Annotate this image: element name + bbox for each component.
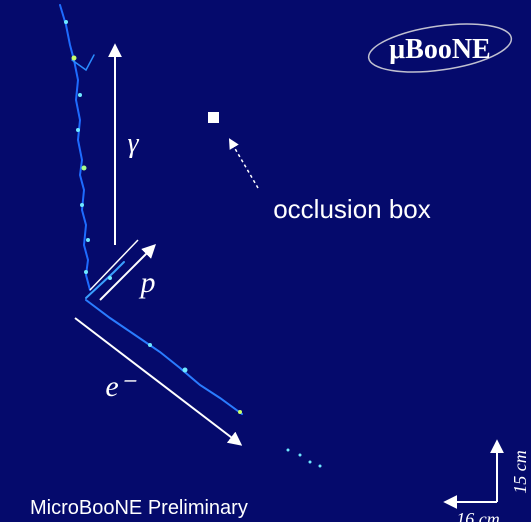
scale-vertical-label: 15 cm [510, 450, 530, 494]
footer: MicroBooNE Preliminary [30, 497, 248, 519]
background [0, 0, 531, 522]
occlusion-box [208, 112, 219, 123]
gamma-label: γ [127, 128, 139, 159]
proton-label: p [139, 266, 156, 299]
occlusion-label: occlusion box [273, 194, 431, 224]
logo: μBooNE [389, 34, 490, 65]
electron-label: e⁻ [105, 370, 136, 403]
scale-horizontal-label: 16 cm [456, 509, 500, 526]
event-display: μBooNE γ p e⁻ occlusion box MicroBooNE P… [0, 0, 531, 526]
